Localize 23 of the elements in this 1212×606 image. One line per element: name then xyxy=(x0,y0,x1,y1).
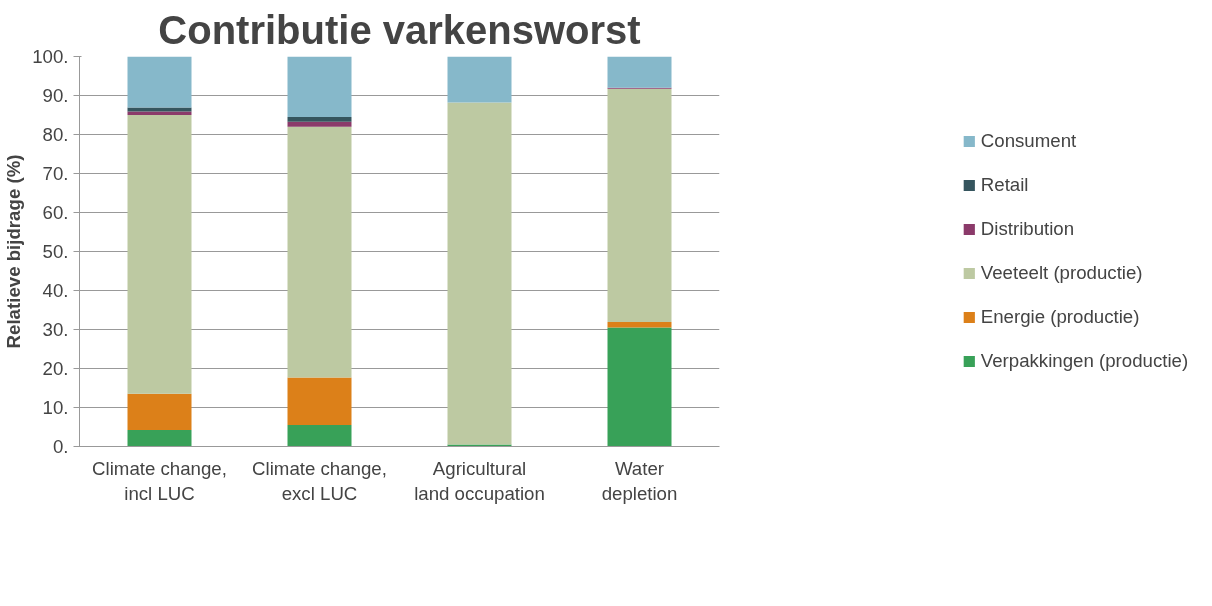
y-tick-label: 0. xyxy=(52,436,69,457)
legend-label: Veeteelt (productie) xyxy=(980,262,1143,284)
y-tick-label: 10. xyxy=(42,397,69,418)
legend-label: Distribution xyxy=(980,218,1075,240)
x-tick-label: Agricultural land occupation xyxy=(414,457,545,504)
legend-label: Consument xyxy=(980,130,1077,152)
y-tick-label: 70. xyxy=(42,163,69,184)
y-tick-label: 60. xyxy=(42,202,69,223)
legend-label: Verpakkingen (productie) xyxy=(980,350,1189,372)
y-axis-title: Relatieve bijdrage (%) xyxy=(3,154,25,349)
x-tick-label: Water depletion xyxy=(601,457,678,504)
y-tick-label: 80. xyxy=(42,124,69,145)
y-tick-label: 30. xyxy=(42,319,69,340)
y-tick-label: 90. xyxy=(42,85,69,106)
y-tick-label: 20. xyxy=(42,358,69,379)
x-tick-label: Climate change, incl LUC xyxy=(92,457,227,504)
y-tick-label: 50. xyxy=(42,241,69,262)
x-tick-label: Climate change, excl LUC xyxy=(252,457,387,504)
legend-label: Energie (productie) xyxy=(980,306,1140,328)
chart-title: Contributie varkensworst xyxy=(158,7,641,52)
y-tick-label: 40. xyxy=(42,280,69,301)
legend-label: Retail xyxy=(980,174,1029,196)
y-tick-label: 100. xyxy=(32,46,69,67)
